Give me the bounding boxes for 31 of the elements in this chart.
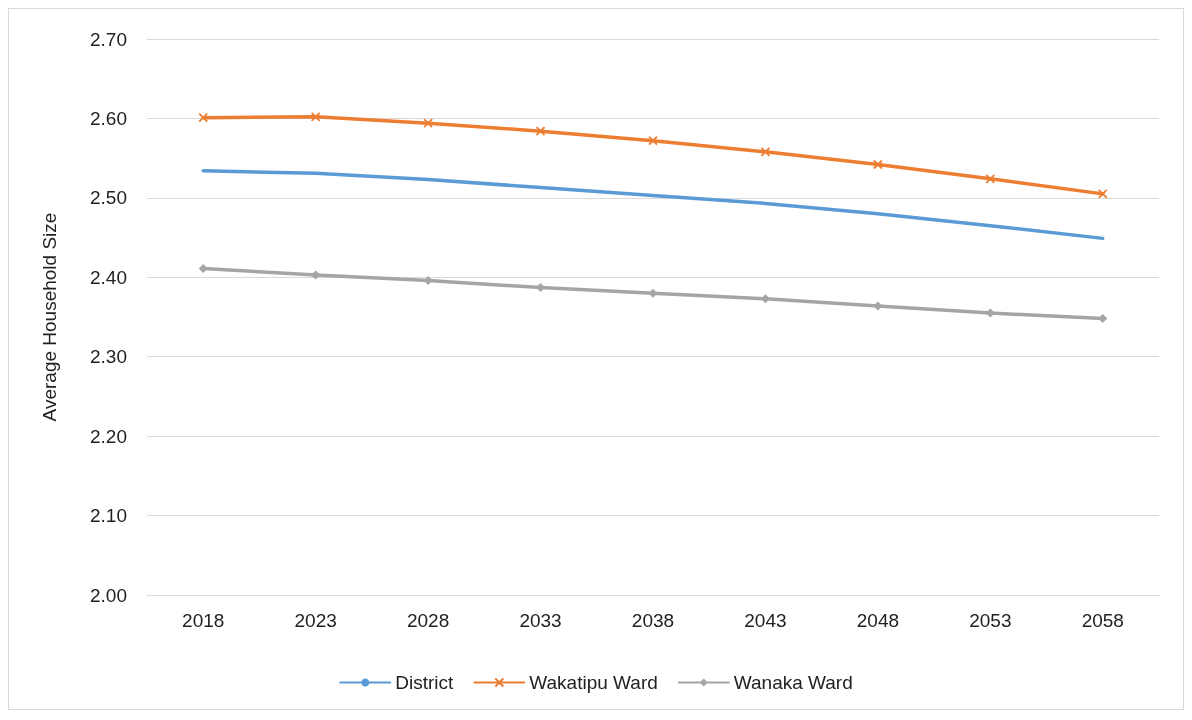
y-tick-label: 2.40 — [90, 266, 127, 288]
point — [985, 173, 996, 184]
point — [872, 159, 883, 170]
x-tick-label: 2038 — [631, 610, 675, 631]
y-tick-label: 2.70 — [90, 28, 127, 50]
x-tick-label: 2043 — [744, 610, 787, 631]
point — [648, 135, 658, 146]
y-tick-label: 2.00 — [90, 584, 127, 606]
point — [423, 118, 434, 129]
point — [535, 126, 546, 137]
x-tick-label: 2028 — [406, 610, 450, 631]
point — [310, 111, 321, 122]
point — [760, 146, 771, 157]
x-tick-label: 2018 — [182, 610, 225, 631]
x-tick-label: 2053 — [969, 610, 1012, 631]
y-tick-label: 2.60 — [90, 107, 127, 129]
y-tick-label: 2.20 — [90, 425, 127, 447]
x-tick-label: 2023 — [294, 610, 337, 631]
y-tick-label: 2.30 — [90, 346, 127, 368]
y-axis-title: Average Household Size — [39, 212, 60, 422]
y-tick-label: 2.50 — [90, 187, 127, 209]
legend-label: Wakatipu Ward — [529, 672, 658, 693]
x-tick-label: 2058 — [1081, 610, 1124, 631]
legend-label: District — [395, 672, 455, 693]
point — [198, 112, 209, 123]
x-tick-label: 2048 — [856, 610, 900, 631]
y-tick-label: 2.10 — [90, 505, 127, 527]
point — [1097, 188, 1108, 199]
line-series — [201, 169, 1105, 241]
legend-label: Wanaka Ward — [733, 672, 853, 693]
x-tick-label: 2033 — [519, 610, 562, 631]
